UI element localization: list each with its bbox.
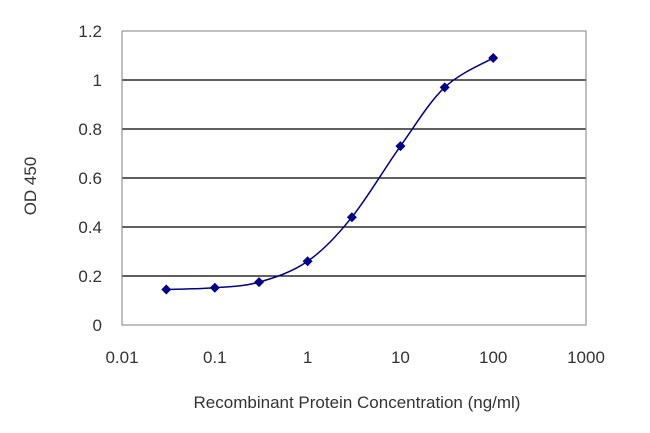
x-tick-labels: 0.01 0.1 1 10 100 1000: [105, 348, 604, 367]
x-tick-label: 1000: [567, 348, 605, 367]
x-tick-label: 0.1: [203, 348, 227, 367]
data-point: [439, 82, 450, 93]
x-tick-label: 0.01: [105, 348, 138, 367]
data-point: [346, 212, 357, 223]
data-point: [161, 284, 172, 295]
grid-lines: [122, 79, 586, 277]
x-tick-label: 100: [479, 348, 507, 367]
data-point: [209, 282, 220, 293]
data-point: [302, 256, 313, 267]
data-point: [395, 141, 406, 152]
fit-curve: [166, 57, 494, 291]
y-tick-label: 1.2: [78, 22, 102, 41]
x-tick-label: 10: [391, 348, 410, 367]
y-tick-label: 0.4: [78, 218, 102, 237]
y-tick-label: 0: [93, 316, 102, 335]
y-tick-label: 1: [93, 71, 102, 90]
y-tick-labels: 0 0.2 0.4 0.6 0.8 1 1.2: [78, 22, 102, 335]
y-tick-label: 0.8: [78, 120, 102, 139]
x-tick-label: 1: [303, 348, 312, 367]
data-points: [161, 52, 499, 295]
plot-frame: [121, 30, 587, 326]
y-tick-label: 0.2: [78, 267, 102, 286]
y-axis-title: OD 450: [21, 157, 40, 216]
data-point: [254, 277, 265, 288]
data-point: [488, 52, 499, 63]
y-tick-label: 0.6: [78, 169, 102, 188]
x-axis-title: Recombinant Protein Concentration (ng/ml…: [194, 393, 521, 412]
